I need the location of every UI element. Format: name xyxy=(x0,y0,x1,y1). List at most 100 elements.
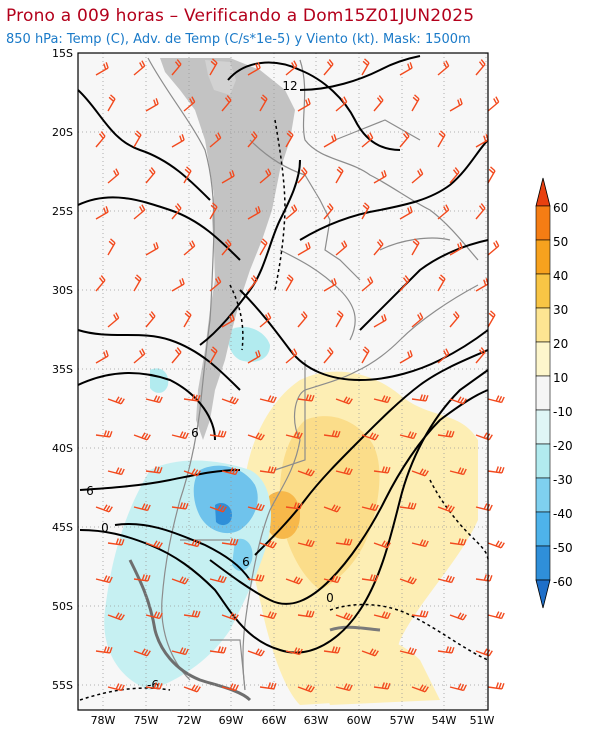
wind-barb xyxy=(171,431,189,440)
wind-barb xyxy=(411,94,420,112)
wind-barb xyxy=(95,62,109,76)
contour-label: 6 xyxy=(86,484,94,498)
wind-barb xyxy=(297,684,315,693)
colorbar-swatch xyxy=(535,375,551,411)
wind-barb xyxy=(183,468,201,477)
wind-barb xyxy=(437,60,450,76)
wind-barb xyxy=(373,239,384,256)
wind-barb xyxy=(335,612,353,621)
wind-barb xyxy=(171,647,189,656)
wind-barb xyxy=(399,431,417,440)
map-subtitle: 850 hPa: Temp (C), Adv. de Temp (C/s*1e-… xyxy=(6,32,471,47)
wind-barb xyxy=(399,647,417,656)
colorbar-swatch xyxy=(535,443,551,479)
wind-barb xyxy=(323,347,334,364)
wind-barb xyxy=(475,432,493,441)
wind-barb xyxy=(373,611,391,620)
contour-label: 0 xyxy=(101,521,109,535)
wind-barb xyxy=(475,59,486,76)
wind-barb xyxy=(259,466,277,474)
wind-barb xyxy=(107,538,125,546)
wind-barb xyxy=(183,240,196,256)
wind-barb xyxy=(285,576,303,585)
lat-label: 45S xyxy=(52,521,73,534)
wind-barb xyxy=(183,310,192,328)
wind-barb xyxy=(259,395,277,404)
wind-barb xyxy=(145,395,163,404)
wind-barb xyxy=(171,59,182,76)
wind-barb xyxy=(285,431,303,440)
colorbar-label: 30 xyxy=(553,303,568,317)
wind-barb xyxy=(449,311,460,328)
wind-barb xyxy=(335,683,353,692)
wind-barb xyxy=(487,166,496,184)
wind-barb xyxy=(285,348,298,364)
colorbar-min-arrow xyxy=(535,579,551,609)
wind-barb xyxy=(285,130,294,148)
lon-label: 54W xyxy=(432,714,457,727)
wind-barb xyxy=(373,95,384,112)
wind-barb xyxy=(487,240,500,256)
wind-barb xyxy=(145,466,163,474)
wind-barb xyxy=(335,538,353,546)
lat-label: 50S xyxy=(52,600,73,613)
wind-barb xyxy=(183,166,192,184)
colorbar-swatch xyxy=(535,341,551,377)
wind-barb xyxy=(373,395,391,404)
wind-barb xyxy=(133,60,146,76)
wind-barb xyxy=(145,242,159,256)
wind-barb xyxy=(437,130,446,148)
colorbar-label: 40 xyxy=(553,269,568,283)
wind-barb xyxy=(247,275,258,292)
colorbar-swatch xyxy=(535,477,551,513)
latitude-axis: 15S 20S 25S 30S 35S 40S 45S 50S 55S xyxy=(52,47,73,692)
wind-barb xyxy=(247,432,265,441)
wind-barb xyxy=(411,168,424,184)
lon-label: 63W xyxy=(304,714,329,727)
wind-barb xyxy=(183,96,196,112)
wind-barb xyxy=(133,503,151,512)
wind-barbs xyxy=(95,58,505,693)
wind-barb xyxy=(145,98,159,112)
wind-barb xyxy=(285,502,303,510)
wind-barb xyxy=(259,238,268,256)
wind-barb xyxy=(487,466,505,474)
wind-barb xyxy=(373,466,391,474)
wind-barb xyxy=(361,346,370,364)
wind-barb xyxy=(221,467,239,476)
lon-label: 66W xyxy=(262,714,287,727)
wind-barb xyxy=(171,134,185,148)
wind-barb xyxy=(361,276,374,292)
wind-barb xyxy=(107,94,116,112)
wind-barb xyxy=(145,682,163,690)
isotherms xyxy=(77,55,489,654)
colorbar xyxy=(535,177,551,609)
lon-label: 51W xyxy=(470,714,495,727)
wind-barb xyxy=(487,611,505,620)
wind-barb xyxy=(297,394,315,402)
wind-barb xyxy=(259,94,268,112)
map-title: Prono a 009 horas – Verificando a Dom15Z… xyxy=(6,6,475,26)
wind-barb xyxy=(297,242,311,256)
wind-barb xyxy=(323,430,341,438)
colorbar-swatch xyxy=(535,511,551,547)
wind-barb xyxy=(209,346,218,364)
wind-barb xyxy=(449,396,467,405)
wind-barb xyxy=(361,432,379,441)
wind-barb xyxy=(335,396,353,405)
lat-label: 20S xyxy=(52,126,73,139)
coastlines-borders xyxy=(128,57,479,702)
wind-barb xyxy=(259,682,277,690)
wind-barb xyxy=(449,538,467,546)
wind-barb xyxy=(411,468,429,477)
wind-barb xyxy=(373,170,387,184)
colorbar-swatch xyxy=(535,545,551,581)
wind-barb xyxy=(247,648,265,657)
wind-barb xyxy=(259,168,272,184)
wind-barb xyxy=(285,647,303,656)
wind-barb xyxy=(209,430,227,438)
wind-barb xyxy=(323,504,341,513)
colorbar-swatch xyxy=(535,205,551,241)
wind-barb xyxy=(373,314,387,328)
